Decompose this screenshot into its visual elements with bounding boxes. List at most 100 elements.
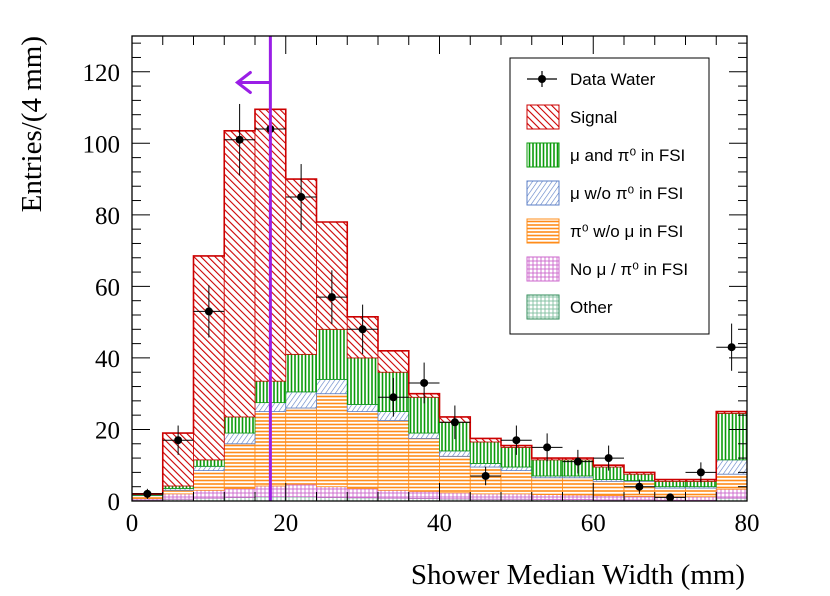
bar--w-o-in-fsi-bin-2 xyxy=(193,470,225,491)
bar--and-in-fsi-bin-17 xyxy=(654,480,686,488)
y-tick-label-80: 80 xyxy=(95,203,120,230)
x-axis-label: Shower Median Width (mm) xyxy=(411,559,745,591)
bar-no-in-fsi-bin-6 xyxy=(316,486,348,498)
bar--w-o-in-fsi-bin-9 xyxy=(408,432,440,439)
legend-label-signal: Signal xyxy=(570,108,617,127)
data-point-0 xyxy=(143,489,152,498)
data-point-7 xyxy=(358,325,367,334)
bar-no-in-fsi-bin-12 xyxy=(500,493,533,500)
data-point-17 xyxy=(666,493,675,502)
axis-ticks xyxy=(131,36,748,502)
bar-no-in-fsi-bin-10 xyxy=(439,492,471,500)
legend-swatch-no-in-fsi xyxy=(526,256,560,282)
y-tick-label-60: 60 xyxy=(95,274,120,301)
y-axis-label: Entries/(4 mm) xyxy=(16,36,48,212)
bar-no-in-fsi-bin-1 xyxy=(162,493,194,500)
legend-label--and-in-fsi: μ and π⁰ in FSI xyxy=(570,146,685,165)
bar--w-o-in-fsi-bin-6 xyxy=(316,393,348,488)
data-point-1 xyxy=(174,436,183,445)
bar-no-in-fsi-bin-9 xyxy=(408,490,440,499)
bar--w-o-in-fsi-bin-1 xyxy=(162,489,194,495)
bar--and-in-fsi-bin-11 xyxy=(469,441,502,464)
bar--w-o-in-fsi-bin-10 xyxy=(439,450,471,457)
y-tick-label-100: 100 xyxy=(83,131,121,158)
bar-no-in-fsi-bin-18 xyxy=(685,496,717,501)
bar-no-in-fsi-bin-7 xyxy=(346,488,379,499)
legend-swatch-signal xyxy=(526,104,560,130)
legend-label-other: Other xyxy=(570,298,613,317)
bar-no-in-fsi-bin-5 xyxy=(285,483,317,498)
y-tick-labels: 0 20 40 60 80 100 120 xyxy=(83,60,121,516)
bar-signal-bin-3 xyxy=(223,130,256,418)
data-point-16 xyxy=(635,482,644,491)
data-point-2 xyxy=(204,307,213,316)
y-tick-label-120: 120 xyxy=(83,60,121,87)
bar--and-in-fsi-bin-13 xyxy=(531,459,563,477)
bar--w-o-in-fsi-bin-3 xyxy=(223,432,256,445)
bar--w-o-in-fsi-bin-10 xyxy=(439,455,471,494)
legend: Data Water Signal μ and π⁰ in FSI μ w/o π⁰ … xyxy=(509,57,710,335)
data-point-19 xyxy=(727,343,736,352)
legend-label--w-o-in-fsi: π⁰ w/o μ in FSI xyxy=(570,222,683,241)
data-point-12 xyxy=(512,436,521,445)
bar--w-o-in-fsi-bin-18 xyxy=(685,487,717,498)
data-point-5 xyxy=(297,192,306,201)
data-point-9 xyxy=(420,378,429,387)
bar--w-o-in-fsi-bin-13 xyxy=(531,477,563,495)
bar--w-o-in-fsi-bin-5 xyxy=(285,407,317,485)
bar-no-in-fsi-bin-11 xyxy=(469,493,502,500)
legend-label-data-water: Data Water xyxy=(570,70,656,89)
bar-no-in-fsi-bin-13 xyxy=(531,494,563,500)
bar--w-o-in-fsi-bin-15 xyxy=(592,480,625,497)
y-tick-label-20: 20 xyxy=(95,417,120,444)
legend-swatch--and-in-fsi xyxy=(526,142,560,168)
bar--w-o-in-fsi-bin-14 xyxy=(562,477,594,496)
x-tick-label-80: 80 xyxy=(735,510,760,537)
bar-signal-bin-8 xyxy=(377,350,410,373)
data-point-14 xyxy=(573,457,582,466)
bar-no-in-fsi-bin-15 xyxy=(592,495,625,501)
bar--w-o-in-fsi-bin-8 xyxy=(377,420,410,491)
data-point-3 xyxy=(235,135,244,144)
bar-no-in-fsi-bin-14 xyxy=(562,494,594,500)
bar--w-o-in-fsi-bin-11 xyxy=(469,463,502,468)
bar--and-in-fsi-bin-19 xyxy=(715,412,748,461)
bar--w-o-in-fsi-bin-9 xyxy=(408,438,440,492)
bar-no-in-fsi-bin-2 xyxy=(193,489,225,499)
bar--w-o-in-fsi-bin-3 xyxy=(223,443,256,489)
bar--and-in-fsi-bin-6 xyxy=(316,328,348,380)
bar--w-o-in-fsi-bin-12 xyxy=(500,466,533,471)
y-tick-label-0: 0 xyxy=(108,489,121,516)
legend-swatch--w-o-in-fsi xyxy=(526,180,560,206)
bar--and-in-fsi-bin-2 xyxy=(193,459,225,467)
legend-label-no-in-fsi: No μ / π⁰ in FSI xyxy=(570,260,688,279)
bar--and-in-fsi-bin-5 xyxy=(285,353,317,393)
bar-no-in-fsi-bin-19 xyxy=(715,488,748,499)
x-tick-labels: 0 20 40 60 80 xyxy=(126,510,760,537)
bar--w-o-in-fsi-bin-6 xyxy=(316,378,348,395)
bar--and-in-fsi-bin-3 xyxy=(223,416,256,434)
bar--w-o-in-fsi-bin-7 xyxy=(346,411,379,489)
legend-swatch-other xyxy=(526,294,560,320)
data-point-15 xyxy=(604,454,613,463)
x-tick-label-0: 0 xyxy=(126,510,139,537)
data-point-10 xyxy=(450,418,459,427)
bar-no-in-fsi-bin-8 xyxy=(377,489,410,499)
bar--w-o-in-fsi-bin-12 xyxy=(500,470,533,495)
bar-no-in-fsi-bin-3 xyxy=(223,488,256,498)
legend-marker-data-water xyxy=(538,75,546,83)
bar--and-in-fsi-bin-7 xyxy=(346,357,379,405)
legend-label--w-o-in-fsi: μ w/o π⁰ in FSI xyxy=(570,184,683,203)
y-tick-label-40: 40 xyxy=(95,346,120,373)
x-tick-label-20: 20 xyxy=(273,510,298,537)
bar--w-o-in-fsi-bin-5 xyxy=(285,391,317,409)
data-point-6 xyxy=(327,293,336,302)
data-point-13 xyxy=(543,443,552,452)
data-point-11 xyxy=(481,471,490,480)
data-point-18 xyxy=(696,468,705,477)
data-point-8 xyxy=(389,393,398,402)
x-tick-label-40: 40 xyxy=(427,510,452,537)
cut-arrow-head xyxy=(234,71,252,94)
cut-marker xyxy=(234,36,272,501)
